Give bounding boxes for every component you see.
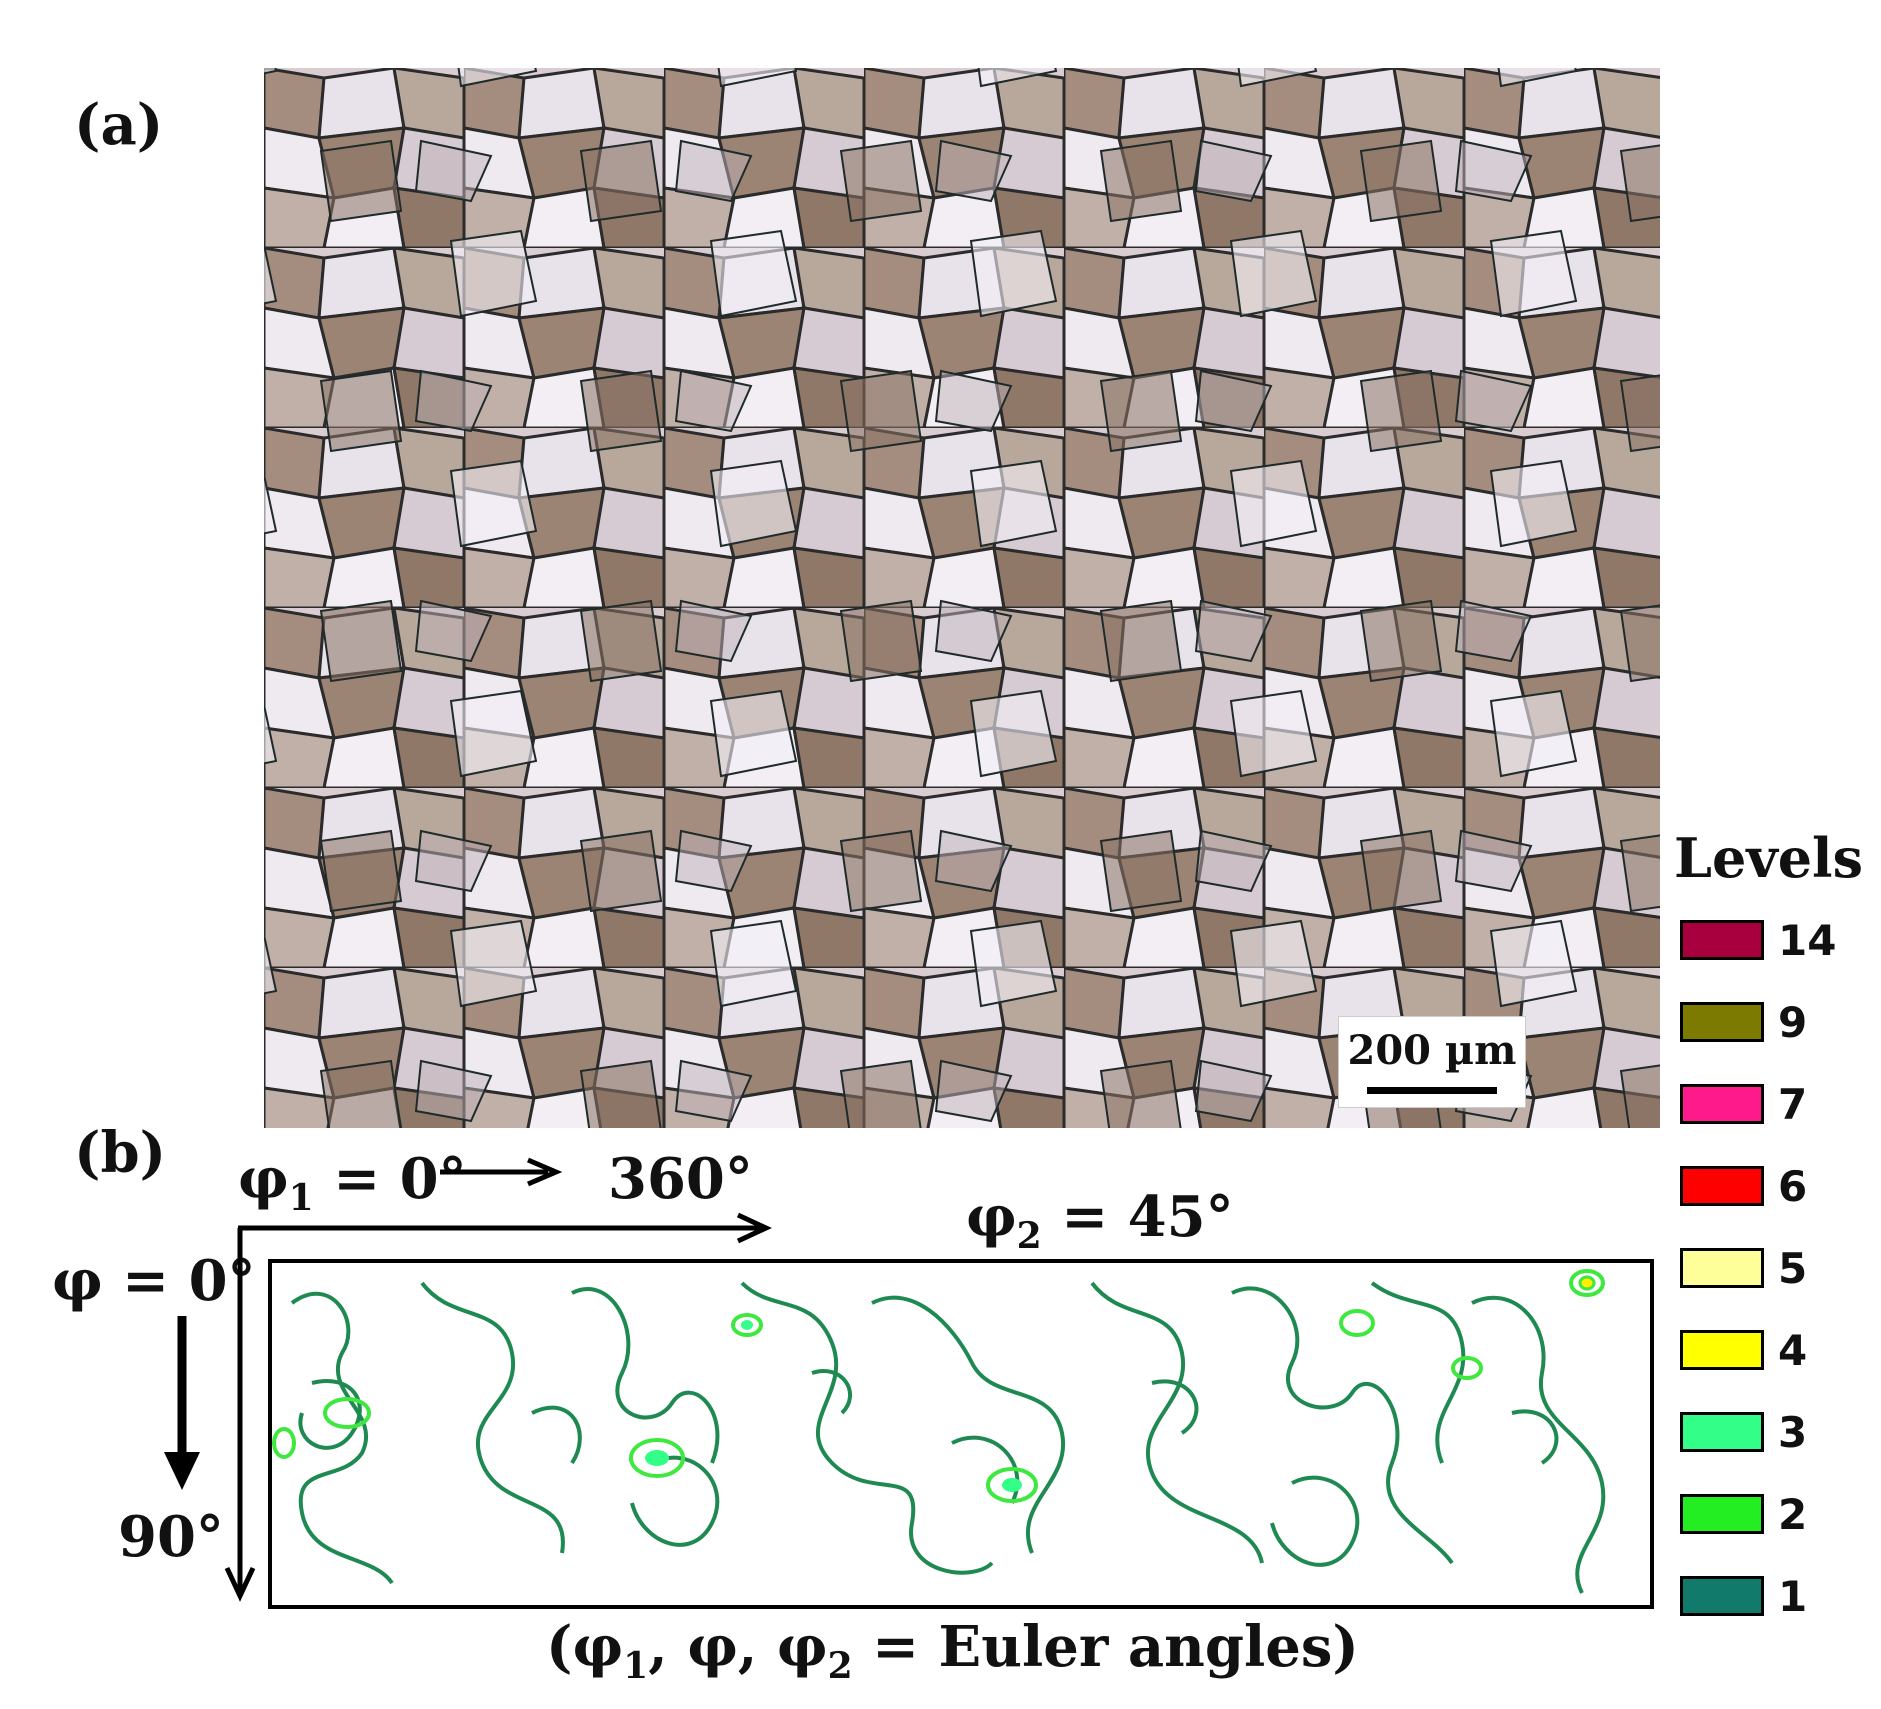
- panel-b-label: (b): [74, 1120, 167, 1186]
- legend-swatch: [1680, 1412, 1764, 1452]
- phi1-start-label: φ1 = 0°: [238, 1146, 467, 1219]
- scale-bar: [1367, 1087, 1497, 1094]
- legend-swatch: [1680, 1084, 1764, 1124]
- legend-swatch: [1680, 1166, 1764, 1206]
- legend-swatch: [1680, 1002, 1764, 1042]
- legend-label: 5: [1778, 1244, 1808, 1293]
- scale-bar-box: 200 µm: [1338, 1016, 1526, 1108]
- odf-section-plot: [268, 1259, 1654, 1609]
- euler-angles-caption: (φ1, φ, φ2 = Euler angles): [546, 1614, 1359, 1687]
- phi-end-label: 90°: [118, 1504, 224, 1570]
- micrograph-image: [264, 68, 1660, 1128]
- legend-label: 9: [1778, 998, 1808, 1047]
- legend-label: 14: [1778, 916, 1837, 965]
- legend-label: 4: [1778, 1326, 1808, 1375]
- phi-start-label: φ = 0°: [52, 1248, 256, 1314]
- legend-swatch: [1680, 1330, 1764, 1370]
- phi1-end-label: 360°: [608, 1146, 753, 1212]
- phi2-label: φ2 = 45°: [966, 1184, 1234, 1257]
- legend-label: 3: [1778, 1408, 1808, 1457]
- legend-label: 6: [1778, 1162, 1808, 1211]
- legend-swatch: [1680, 1248, 1764, 1288]
- legend-swatch: [1680, 1576, 1764, 1616]
- legend-swatch: [1680, 1494, 1764, 1534]
- legend-title: Levels: [1674, 826, 1863, 890]
- panel-a-label: (a): [74, 92, 164, 158]
- legend-label: 7: [1778, 1080, 1808, 1129]
- scale-bar-label: 200 µm: [1347, 1027, 1517, 1074]
- legend-swatch: [1680, 920, 1764, 960]
- legend-label: 2: [1778, 1490, 1808, 1539]
- odf-contours: [272, 1269, 1606, 1594]
- legend-label: 1: [1778, 1572, 1808, 1621]
